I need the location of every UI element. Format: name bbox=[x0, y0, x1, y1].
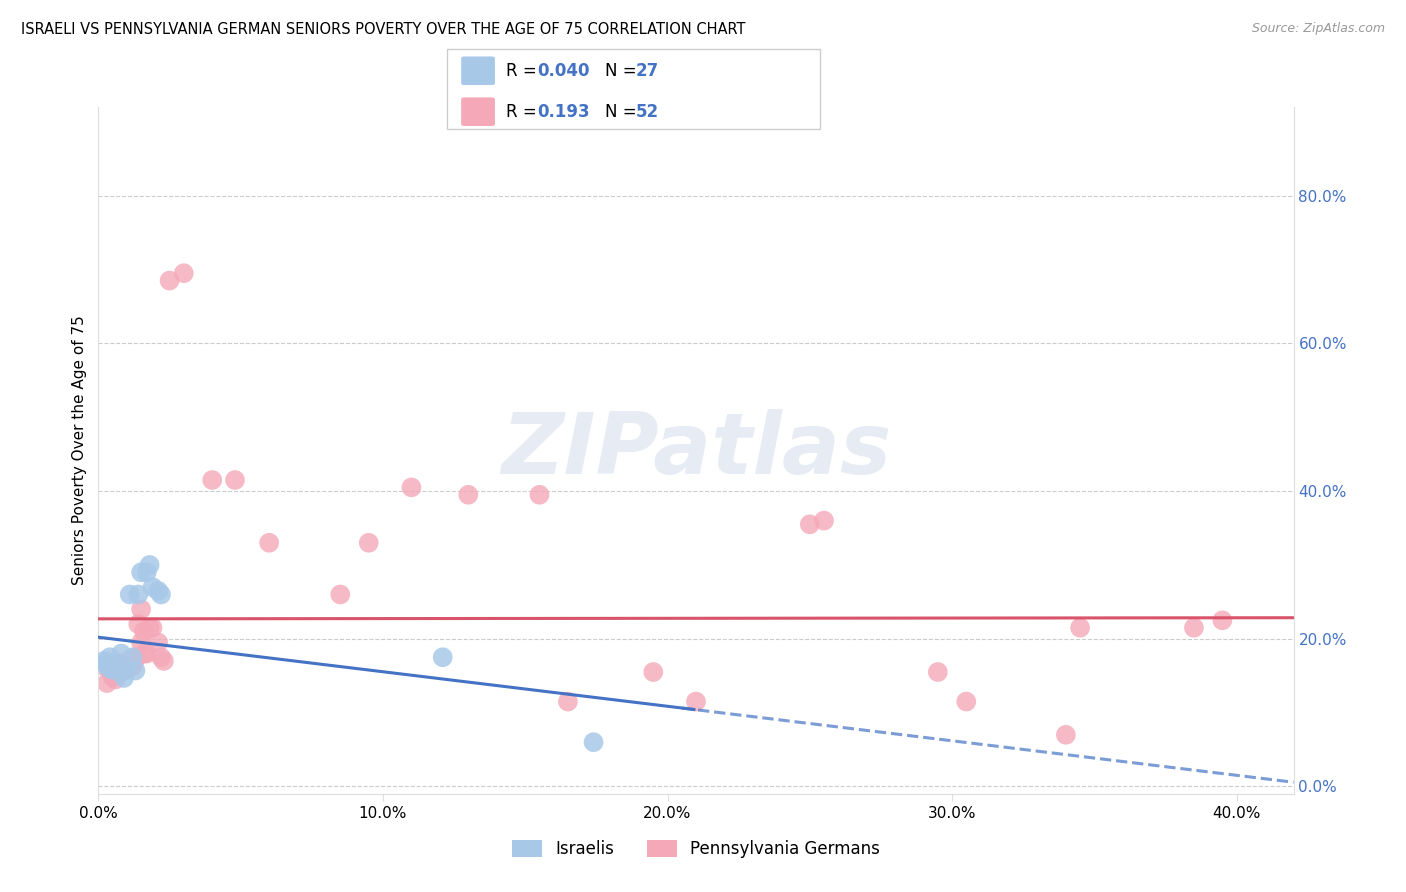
Text: R =: R = bbox=[506, 62, 543, 79]
Point bbox=[135, 566, 157, 580]
Point bbox=[96, 659, 118, 673]
Point bbox=[98, 663, 121, 677]
Point bbox=[112, 660, 135, 674]
Point bbox=[141, 621, 163, 635]
Text: N =: N = bbox=[605, 62, 641, 79]
Point bbox=[118, 587, 141, 601]
Point bbox=[927, 665, 949, 679]
Point bbox=[118, 656, 141, 670]
Point bbox=[101, 663, 124, 677]
Legend: Israelis, Pennsylvania Germans: Israelis, Pennsylvania Germans bbox=[505, 833, 887, 864]
Point bbox=[93, 659, 115, 673]
Point bbox=[98, 650, 121, 665]
Point bbox=[104, 663, 127, 677]
Point bbox=[98, 661, 121, 675]
Point bbox=[101, 665, 124, 679]
Point bbox=[129, 635, 152, 649]
Point bbox=[129, 602, 152, 616]
Point bbox=[1211, 613, 1233, 627]
Point bbox=[112, 656, 135, 670]
Point bbox=[96, 676, 118, 690]
Point bbox=[357, 535, 380, 549]
Point bbox=[955, 695, 977, 709]
Point bbox=[110, 657, 132, 672]
Y-axis label: Seniors Poverty Over the Age of 75: Seniors Poverty Over the Age of 75 bbox=[72, 316, 87, 585]
Point bbox=[148, 635, 170, 649]
Point bbox=[799, 517, 821, 532]
Point bbox=[112, 671, 135, 685]
Point bbox=[115, 663, 138, 677]
Point bbox=[138, 558, 160, 572]
Text: 0.193: 0.193 bbox=[537, 103, 589, 120]
Point bbox=[150, 587, 173, 601]
Point bbox=[557, 695, 579, 709]
Point bbox=[135, 647, 157, 661]
Point bbox=[132, 647, 155, 661]
Point bbox=[150, 650, 173, 665]
Point bbox=[110, 661, 132, 675]
Point bbox=[173, 266, 195, 280]
Point bbox=[257, 535, 280, 549]
Point bbox=[224, 473, 246, 487]
Point bbox=[432, 650, 454, 665]
Point bbox=[101, 670, 124, 684]
Point bbox=[401, 480, 423, 494]
Point bbox=[141, 580, 163, 594]
Point bbox=[121, 656, 143, 670]
Point bbox=[643, 665, 665, 679]
Point bbox=[124, 650, 146, 665]
Point bbox=[110, 665, 132, 679]
Point bbox=[529, 488, 551, 502]
Point bbox=[124, 652, 146, 666]
Point bbox=[107, 660, 129, 674]
Text: 52: 52 bbox=[636, 103, 658, 120]
Point bbox=[107, 660, 129, 674]
Point bbox=[93, 654, 115, 668]
Point bbox=[107, 663, 129, 677]
Point bbox=[138, 621, 160, 635]
Point bbox=[1182, 621, 1205, 635]
Point bbox=[115, 659, 138, 673]
Point bbox=[148, 583, 170, 598]
Text: 0.040: 0.040 bbox=[537, 62, 589, 79]
Point bbox=[101, 660, 124, 674]
Text: R =: R = bbox=[506, 103, 547, 120]
Point bbox=[153, 654, 176, 668]
Point bbox=[159, 274, 181, 288]
Point bbox=[1054, 728, 1077, 742]
Point bbox=[127, 617, 149, 632]
Point bbox=[685, 695, 707, 709]
Text: 27: 27 bbox=[636, 62, 659, 79]
Point bbox=[582, 735, 605, 749]
Point bbox=[121, 650, 143, 665]
Point bbox=[1069, 621, 1091, 635]
Point bbox=[132, 624, 155, 639]
Point bbox=[121, 659, 143, 673]
Text: Source: ZipAtlas.com: Source: ZipAtlas.com bbox=[1251, 22, 1385, 36]
Point bbox=[107, 666, 129, 681]
Point bbox=[104, 657, 127, 672]
Point bbox=[96, 656, 118, 670]
Point bbox=[115, 663, 138, 677]
Point bbox=[110, 647, 132, 661]
Point bbox=[329, 587, 352, 601]
Point bbox=[129, 566, 152, 580]
Point bbox=[813, 514, 835, 528]
Point bbox=[104, 673, 127, 687]
Text: ZIPatlas: ZIPatlas bbox=[501, 409, 891, 492]
Text: N =: N = bbox=[605, 103, 641, 120]
Point bbox=[457, 488, 479, 502]
Point bbox=[124, 664, 146, 678]
Point bbox=[104, 661, 127, 675]
Text: ISRAELI VS PENNSYLVANIA GERMAN SENIORS POVERTY OVER THE AGE OF 75 CORRELATION CH: ISRAELI VS PENNSYLVANIA GERMAN SENIORS P… bbox=[21, 22, 745, 37]
Point bbox=[127, 587, 149, 601]
Point bbox=[201, 473, 224, 487]
